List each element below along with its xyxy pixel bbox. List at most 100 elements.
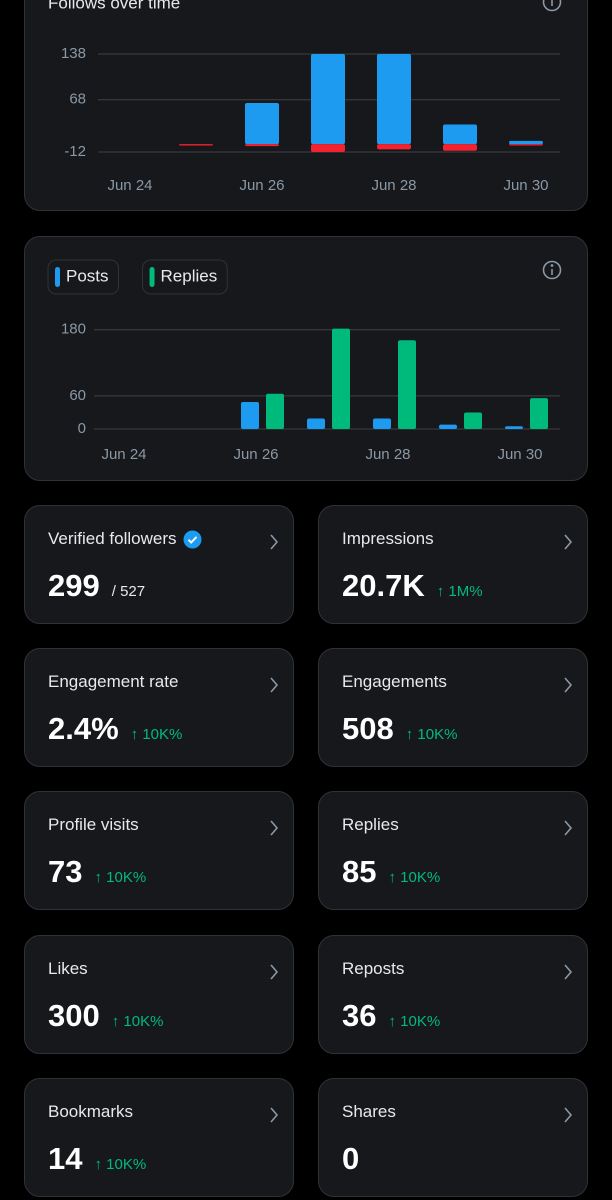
bar	[241, 401, 259, 429]
legend-item[interactable]: Replies	[142, 259, 228, 295]
info-icon[interactable]	[542, 260, 562, 280]
value-row: 508 ↑ 10K%	[342, 711, 457, 747]
card-title: Verified followers	[48, 529, 202, 549]
chart-title: Follows over time	[48, 0, 180, 12]
card-value: 508	[342, 711, 394, 746]
y-tick-label: 180	[61, 321, 86, 338]
card-total: / 527	[111, 583, 146, 600]
chart-card	[24, 236, 588, 481]
value-row: 2.4% ↑ 10K%	[48, 711, 182, 747]
card-value: 73	[48, 854, 83, 889]
chevron	[564, 820, 573, 836]
bar	[377, 144, 411, 150]
stat-card[interactable]: Replies 85 ↑ 10K%	[318, 791, 588, 910]
card-change: ↑ 10K%	[405, 726, 458, 743]
card-value: 300	[48, 998, 100, 1033]
charts: Follows over time 138 68 -12 Jun 24 Jun 26 Ju…	[47, 0, 562, 463]
card-title: Likes	[48, 959, 88, 978]
chevron	[270, 534, 279, 550]
bar	[530, 398, 548, 429]
bar	[311, 54, 345, 145]
stat-card[interactable]: Bookmarks 14 ↑ 10K%	[24, 1078, 294, 1197]
card-change: ↑ 1M%	[436, 583, 483, 600]
stat-card[interactable]: Likes 300 ↑ 10K%	[24, 935, 294, 1054]
card-value: 85	[342, 854, 377, 889]
bar	[509, 144, 543, 146]
info-icon[interactable]	[542, 0, 562, 12]
y-tick-label: 138	[61, 45, 86, 62]
stat-card[interactable]: Reposts 36 ↑ 10K%	[318, 935, 588, 1054]
chevron	[564, 964, 573, 980]
x-tick-label: Jun 26	[233, 446, 278, 463]
x-tick-label: Jun 30	[503, 177, 548, 194]
bar	[439, 424, 457, 429]
card-change: ↑ 10K%	[94, 869, 147, 886]
legend-pill	[142, 259, 228, 295]
value-row: 73 ↑ 10K%	[48, 854, 146, 890]
value-row: 0	[342, 1141, 359, 1177]
bar	[443, 144, 477, 151]
bar	[377, 54, 411, 145]
bar	[245, 103, 279, 145]
card-title: Impressions	[342, 529, 434, 548]
chevron	[564, 534, 573, 550]
y-tick-label: 0	[78, 420, 86, 437]
chevron	[270, 820, 279, 836]
y-tick-label: 68	[69, 91, 86, 108]
chevron	[270, 964, 279, 980]
bar	[307, 418, 325, 429]
legend-swatch	[55, 267, 60, 287]
card-value: 2.4%	[48, 711, 119, 746]
card-change: ↑ 10K%	[388, 1013, 441, 1030]
bar	[332, 328, 350, 429]
bar	[179, 144, 213, 146]
bar	[398, 340, 416, 429]
card-title: Reposts	[342, 959, 405, 978]
legend-swatch	[149, 267, 155, 287]
value-row: 85 ↑ 10K%	[342, 854, 440, 890]
bar	[443, 124, 477, 145]
card-title: Profile visits	[48, 815, 139, 834]
x-tick-label: Jun 30	[497, 446, 542, 463]
stat-card[interactable]: Engagement rate 2.4% ↑ 10K%	[24, 648, 294, 767]
stat-card[interactable]: Profile visits 73 ↑ 10K%	[24, 791, 294, 910]
chevron	[564, 677, 573, 693]
value-row: 299 / 527	[48, 568, 145, 604]
value-row: 300 ↑ 10K%	[48, 998, 163, 1034]
chart-card	[24, 0, 588, 211]
bar	[311, 144, 345, 152]
y-tick-label: 60	[69, 387, 86, 404]
bar	[505, 426, 523, 429]
verified-badge	[183, 530, 202, 549]
stat-card[interactable]: Impressions 20.7K ↑ 1M%	[318, 505, 588, 624]
chevron	[270, 1107, 279, 1123]
card-value: 20.7K	[342, 568, 425, 603]
bar	[509, 140, 543, 145]
card-change: ↑ 10K%	[111, 1013, 164, 1030]
card-change: ↑ 10K%	[130, 726, 183, 743]
card-title: Engagement rate	[48, 672, 179, 691]
legend-label: Posts	[66, 266, 109, 285]
legend-item[interactable]: Posts	[47, 259, 120, 295]
legend-label: Replies	[161, 266, 218, 285]
bar	[464, 412, 482, 429]
card-title: Replies	[342, 815, 399, 834]
card-change: ↑ 10K%	[388, 869, 441, 886]
value-row: 20.7K ↑ 1M%	[342, 568, 483, 604]
card-title: Bookmarks	[48, 1102, 134, 1121]
card-value: 299	[48, 568, 100, 603]
stat-card[interactable]: Engagements 508 ↑ 10K%	[318, 648, 588, 767]
bar	[373, 418, 391, 429]
card-value: 0	[342, 1141, 360, 1176]
chevron	[270, 677, 279, 693]
value-row: 14 ↑ 10K%	[48, 1141, 146, 1177]
legend-pill	[47, 259, 120, 295]
stat-card[interactable]: Verified followers 299 / 527	[24, 505, 294, 624]
chevron	[564, 1107, 573, 1123]
stat-card[interactable]: Shares 0	[318, 1078, 588, 1197]
card-change: ↑ 10K%	[94, 1156, 147, 1173]
x-tick-label: Jun 24	[101, 446, 146, 463]
card-title: Shares	[342, 1102, 396, 1121]
bar	[245, 144, 279, 147]
